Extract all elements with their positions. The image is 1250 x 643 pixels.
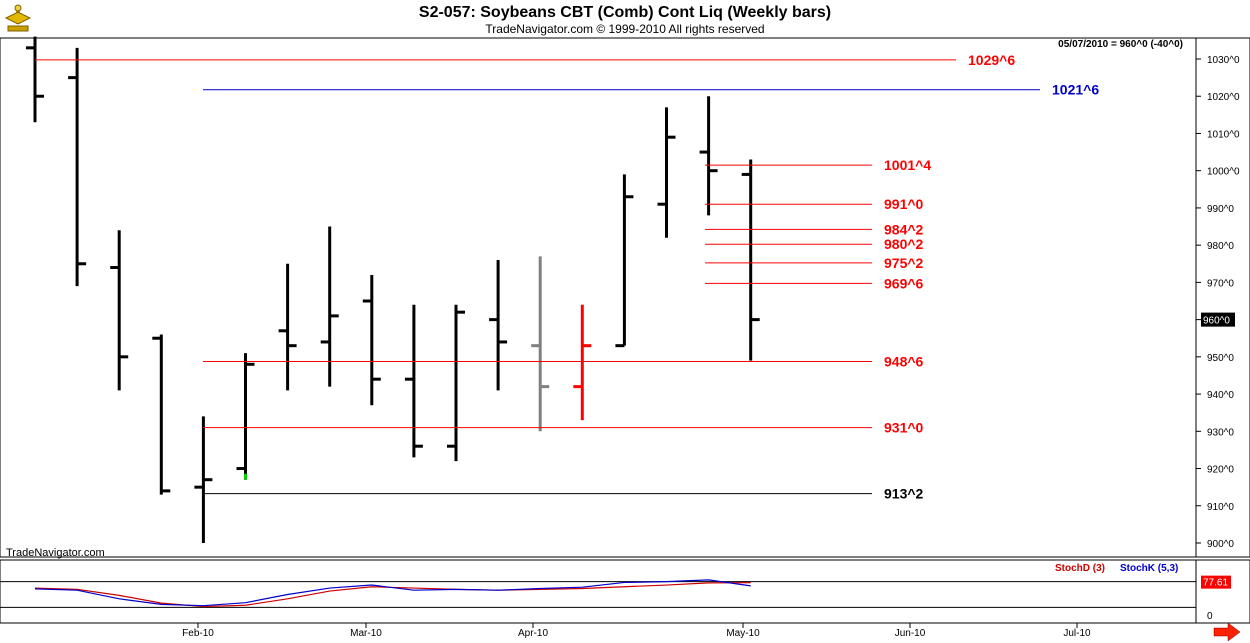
y-tick-label: 900^0 xyxy=(1207,539,1234,550)
last-price-label: 960^0 xyxy=(1203,316,1230,327)
stoch-legend-entry: StochK (5,3) xyxy=(1120,563,1178,574)
y-tick-label: 930^0 xyxy=(1207,427,1234,438)
ohlc-bar xyxy=(573,304,592,421)
ohlc-bar xyxy=(615,174,634,348)
ohlc-bar xyxy=(741,159,760,361)
stochastic-chart: StochD (3) StochK (5,3) 0 77.61 xyxy=(0,563,1231,622)
price-axis-panel xyxy=(1195,37,1250,558)
ohlc-bar xyxy=(320,226,339,387)
x-tick-label: Jun-10 xyxy=(895,628,926,639)
level-label: 931^0 xyxy=(884,420,924,436)
price-chart xyxy=(26,36,760,543)
y-tick-label: 950^0 xyxy=(1207,353,1234,364)
level-label: 1029^6 xyxy=(968,52,1015,68)
y-tick-label: 970^0 xyxy=(1207,278,1234,289)
level-label: 1001^4 xyxy=(884,157,931,173)
ohlc-bar xyxy=(362,274,381,406)
level-label: 975^2 xyxy=(884,255,924,271)
price-axis: 900^0 910^0 920^0 930^0 940^0 950^0 960^0 970^0… xyxy=(1196,55,1240,550)
y-tick-label: 910^0 xyxy=(1207,502,1234,513)
ohlc-bar xyxy=(278,263,297,391)
y-tick-label: 920^0 xyxy=(1207,465,1234,476)
y-tick-label: 940^0 xyxy=(1207,390,1234,401)
ohlc-bar xyxy=(489,260,508,391)
ohlc-bar xyxy=(531,256,550,432)
right-arrow-icon[interactable] xyxy=(1213,622,1241,642)
stoch-tick-label: 0 xyxy=(1207,611,1213,622)
y-tick-label: 990^0 xyxy=(1207,204,1234,215)
last-price-tag xyxy=(1201,312,1235,327)
ohlc-bar xyxy=(236,353,255,480)
level-label: 1021^6 xyxy=(1052,82,1099,98)
stochastic-plot-frame xyxy=(0,559,1197,624)
stochastic-axis-panel xyxy=(1195,559,1250,624)
time-axis: Feb-10 Mar-10 Apr-10 May-10 Jun-10 Jul-10 xyxy=(182,623,1091,639)
ohlc-bar xyxy=(68,47,87,287)
ohlc-bar xyxy=(699,96,718,216)
level-label: 991^0 xyxy=(884,196,924,212)
y-tick-label: 1000^0 xyxy=(1207,167,1240,178)
price-plot-frame xyxy=(0,37,1197,558)
x-tick-label: Apr-10 xyxy=(518,628,548,639)
stoch-series-line xyxy=(34,579,751,607)
y-tick-label: 1030^0 xyxy=(1207,55,1240,66)
stoch-legend-entry: StochD (3) xyxy=(1055,563,1105,574)
quote-readout: 05/07/2010 = 960^0 (-40^0) xyxy=(1058,39,1183,50)
ohlc-bar xyxy=(657,107,676,238)
watermark-text: TradeNavigator.com xyxy=(6,547,105,559)
ohlc-bar xyxy=(26,36,44,123)
y-tick-label: 1020^0 xyxy=(1207,92,1240,103)
x-tick-label: Mar-10 xyxy=(350,628,382,639)
ohlc-bar xyxy=(110,230,129,391)
level-label: 980^2 xyxy=(884,236,924,252)
ohlc-bar xyxy=(152,334,171,495)
chart-title: S2-057: Soybeans CBT (Comb) Cont Liq (We… xyxy=(418,4,832,21)
y-tick-label: 1010^0 xyxy=(1207,129,1240,140)
ohlc-bar xyxy=(447,304,465,462)
x-tick-label: Jul-10 xyxy=(1063,628,1091,639)
level-label: 913^2 xyxy=(884,486,924,502)
stoch-last-value-tag xyxy=(1201,575,1231,589)
trade-navigator-logo-icon xyxy=(4,4,32,34)
y-tick-label: 980^0 xyxy=(1207,241,1234,252)
x-tick-label: May-10 xyxy=(726,628,760,639)
ohlc-bar xyxy=(404,304,423,458)
stoch-last-value-label: 77.61 xyxy=(1203,578,1228,589)
level-label: 984^2 xyxy=(884,221,924,237)
ohlc-bar xyxy=(194,416,213,543)
x-tick-label: Feb-10 xyxy=(182,628,214,639)
level-label: 969^6 xyxy=(884,275,924,291)
level-label: 948^6 xyxy=(884,354,924,370)
chart-subtitle: TradeNavigator.com © 1999-2010 All right… xyxy=(485,22,765,36)
